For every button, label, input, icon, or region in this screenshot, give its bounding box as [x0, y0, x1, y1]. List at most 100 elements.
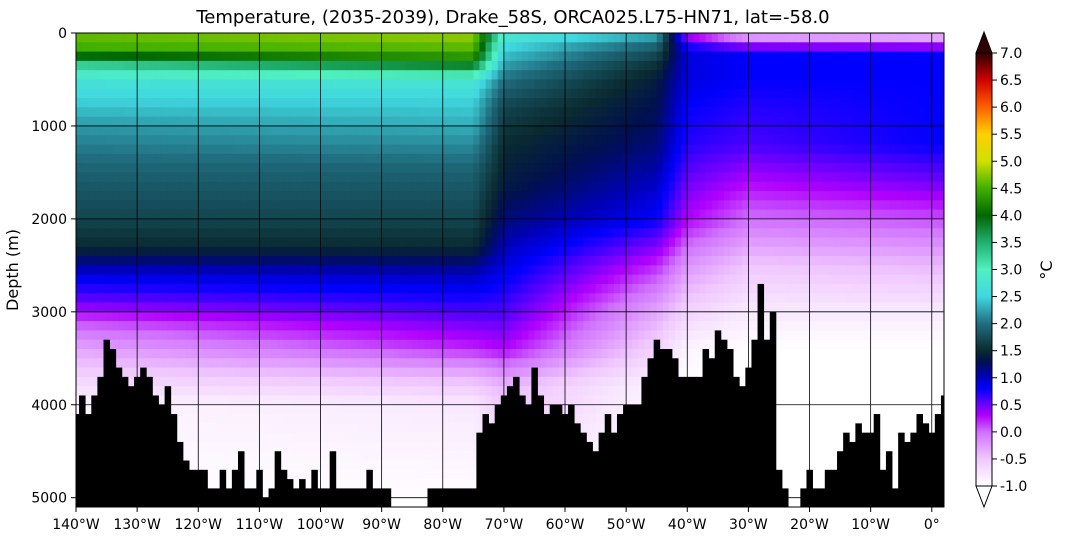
heatmap-cell — [314, 51, 322, 62]
heatmap-cell — [308, 144, 315, 155]
heatmap-cell — [497, 33, 505, 43]
heatmap-cell — [338, 441, 346, 452]
heatmap-cell — [253, 283, 260, 294]
heatmap-cell — [112, 153, 120, 164]
heatmap-cell — [473, 79, 481, 90]
heatmap-cell — [88, 70, 95, 81]
heatmap-cell — [595, 265, 603, 276]
heatmap-cell — [565, 376, 572, 387]
heatmap-cell — [228, 358, 236, 369]
heatmap-cell — [283, 218, 291, 229]
heatmap-cell — [442, 107, 450, 118]
heatmap-cell — [479, 311, 487, 322]
heatmap-cell — [546, 153, 554, 164]
heatmap-cell — [656, 246, 664, 257]
heatmap-cell — [516, 60, 523, 71]
heatmap-cell — [228, 144, 236, 155]
heatmap-cell — [473, 265, 481, 276]
heatmap-cell — [589, 321, 597, 332]
heatmap-cell — [583, 200, 591, 211]
heatmap-cell — [247, 451, 254, 462]
heatmap-cell — [528, 135, 536, 146]
heatmap-cell — [344, 218, 352, 229]
heatmap-cell — [173, 311, 181, 322]
heatmap-cell — [320, 237, 328, 248]
heatmap-cell — [192, 237, 199, 248]
heatmap-cell — [381, 144, 389, 155]
heatmap-cell — [485, 302, 493, 313]
heatmap-cell — [632, 302, 639, 313]
heatmap-cell — [381, 274, 389, 285]
heatmap-cell — [393, 79, 401, 90]
heatmap-cell — [607, 228, 615, 239]
heatmap-cell — [461, 246, 468, 257]
heatmap-cell — [271, 414, 279, 424]
heatmap-cell — [607, 33, 615, 43]
heatmap-cell — [381, 70, 389, 81]
heatmap-cell — [461, 42, 468, 53]
heatmap-cell — [179, 404, 187, 415]
heatmap-cell — [131, 237, 138, 248]
heatmap-cell — [369, 460, 377, 471]
heatmap-cell — [204, 293, 212, 304]
heatmap-cell — [595, 200, 603, 211]
heatmap-cell — [88, 376, 95, 387]
heatmap-cell — [399, 246, 407, 257]
heatmap-cell — [186, 88, 193, 99]
heatmap-cell — [302, 228, 309, 239]
heatmap-cell — [601, 274, 609, 285]
heatmap-cell — [131, 256, 138, 266]
heatmap-cell — [363, 339, 371, 350]
heatmap-cell — [479, 144, 487, 155]
heatmap-cell — [558, 144, 566, 155]
heatmap-cell — [516, 228, 523, 239]
heatmap-cell — [222, 218, 230, 229]
heatmap-cell — [94, 321, 102, 332]
heatmap-cell — [662, 237, 670, 248]
heatmap-cell — [479, 228, 487, 239]
heatmap-cell — [112, 237, 120, 248]
heatmap-cell — [173, 274, 181, 285]
heatmap-cell — [442, 88, 450, 99]
heatmap-cell — [656, 153, 664, 164]
heatmap-cell — [228, 339, 236, 350]
heatmap-cell — [357, 60, 364, 71]
heatmap-cell — [173, 367, 181, 378]
heatmap-cell — [118, 153, 126, 164]
heatmap-cell — [565, 293, 572, 304]
heatmap-cell — [638, 228, 646, 239]
heatmap-cell — [253, 256, 260, 266]
heatmap-cell — [94, 79, 102, 90]
heatmap-cell — [601, 88, 609, 99]
heatmap-cell — [314, 451, 322, 462]
heatmap-cell — [620, 395, 627, 406]
heatmap-cell — [638, 339, 646, 350]
heatmap-cell — [344, 367, 352, 378]
heatmap-cell — [595, 339, 603, 350]
heatmap-cell — [656, 60, 664, 71]
heatmap-cell — [210, 98, 218, 108]
heatmap-cell — [192, 98, 199, 108]
heatmap-cell — [552, 218, 560, 229]
heatmap-cell — [247, 60, 254, 71]
heatmap-cell — [277, 218, 285, 229]
heatmap-cell — [497, 135, 505, 146]
heatmap-cell — [497, 144, 505, 155]
heatmap-cell — [265, 51, 273, 62]
heatmap-cell — [112, 256, 120, 266]
heatmap-cell — [393, 395, 401, 406]
heatmap-cell — [338, 144, 346, 155]
heatmap-cell — [510, 79, 517, 90]
heatmap-cell — [186, 153, 193, 164]
heatmap-cell — [448, 256, 456, 266]
heatmap-cell — [332, 395, 340, 406]
heatmap-cell — [662, 88, 670, 99]
heatmap-cell — [418, 191, 426, 201]
heatmap-cell — [412, 70, 419, 81]
heatmap-cell — [100, 237, 108, 248]
heatmap-cell — [448, 460, 456, 471]
heatmap-cell — [540, 125, 548, 136]
heatmap-cell — [369, 181, 377, 192]
heatmap-cell — [424, 256, 432, 266]
heatmap-cell — [265, 246, 273, 257]
